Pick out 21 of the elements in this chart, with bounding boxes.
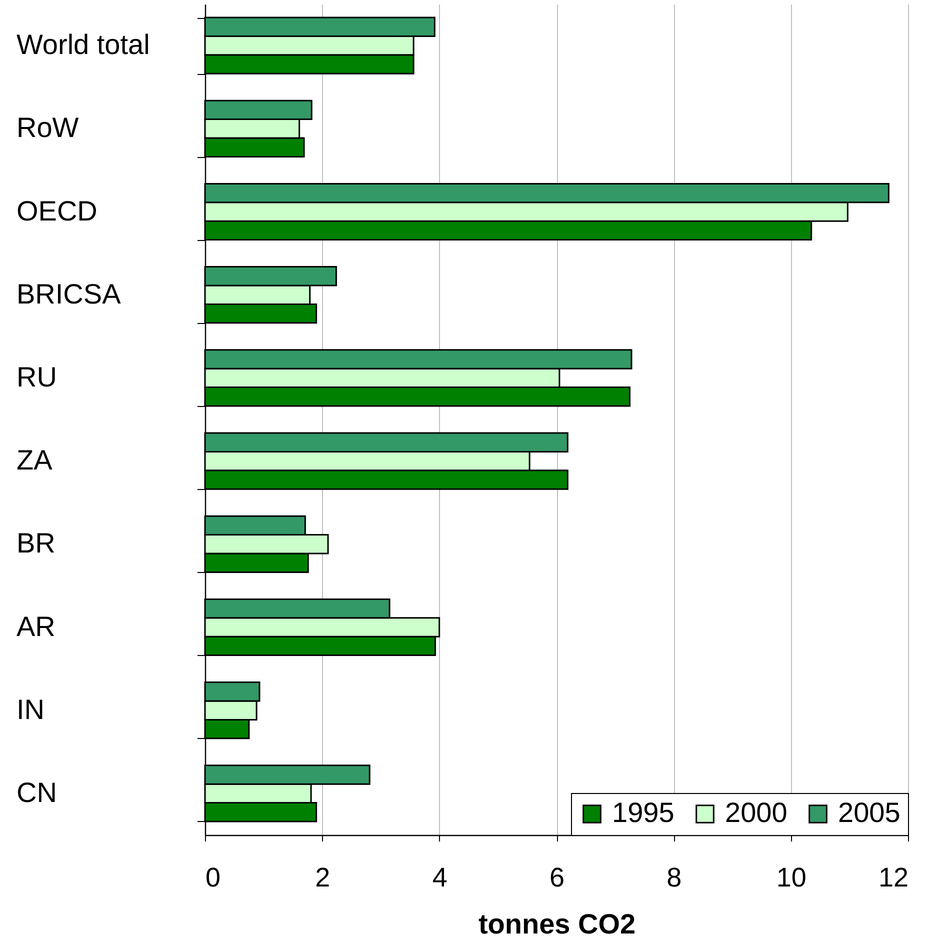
legend-label: 2005 — [838, 797, 900, 828]
x-tick-label: 4 — [432, 862, 448, 892]
legend-label: 2000 — [725, 797, 788, 828]
legend-label: 1995 — [612, 797, 674, 828]
y-tick-label: RoW — [16, 112, 80, 144]
y-tick-label: OECD — [16, 195, 98, 226]
y-tick-label: BRICSA — [16, 278, 122, 310]
y-tick-label: AR — [16, 610, 56, 642]
x-axis-title: tonnes CO2 — [478, 908, 636, 940]
y-tick-label: CN — [16, 776, 57, 808]
x-tick-label: 8 — [666, 862, 682, 892]
x-tick-label: 0 — [206, 862, 221, 892]
x-tick-label: 2 — [315, 862, 330, 892]
y-tick-label: IN — [16, 694, 44, 725]
x-tick-label: 12 — [878, 862, 908, 892]
y-tick-label: RU — [16, 361, 57, 392]
y-tick-label: BR — [16, 528, 56, 559]
x-tick-label: 6 — [549, 862, 565, 892]
x-tick-label: 10 — [776, 862, 806, 892]
y-tick-label: World total — [16, 29, 150, 60]
y-tick-label: ZA — [16, 444, 53, 476]
